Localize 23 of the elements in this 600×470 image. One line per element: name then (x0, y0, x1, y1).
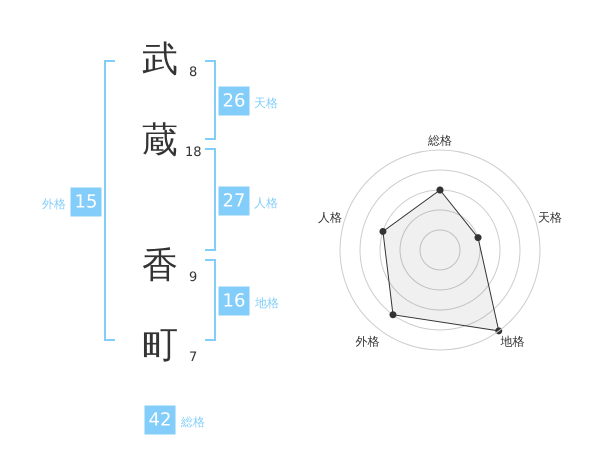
text: 人格 (254, 196, 278, 210)
text: 天格 (254, 96, 278, 110)
spoke-label: 総格 (427, 134, 452, 148)
text: 26 (222, 90, 246, 112)
data-label: 8 (189, 65, 198, 80)
spoke-label: 人格 (318, 210, 342, 224)
data-label: 18 (185, 145, 202, 160)
spoke-label: 外格 (356, 334, 380, 348)
spoke-label: 天格 (538, 210, 562, 224)
text: 27 (222, 190, 246, 212)
data-label: 7 (189, 350, 198, 365)
text: 総格 (180, 415, 205, 429)
category-label: 町 (142, 325, 178, 366)
text: 外格 (42, 197, 66, 211)
data-label: 9 (189, 270, 198, 285)
text: 地格 (254, 296, 279, 310)
category-label: 武 (142, 39, 178, 80)
category-label: 香 (142, 245, 178, 286)
text: 42 (148, 410, 172, 430)
category-label: 蔵 (142, 120, 178, 161)
text: 15 (74, 192, 98, 212)
spoke-label: 地格 (499, 334, 524, 348)
text: 16 (222, 290, 246, 312)
